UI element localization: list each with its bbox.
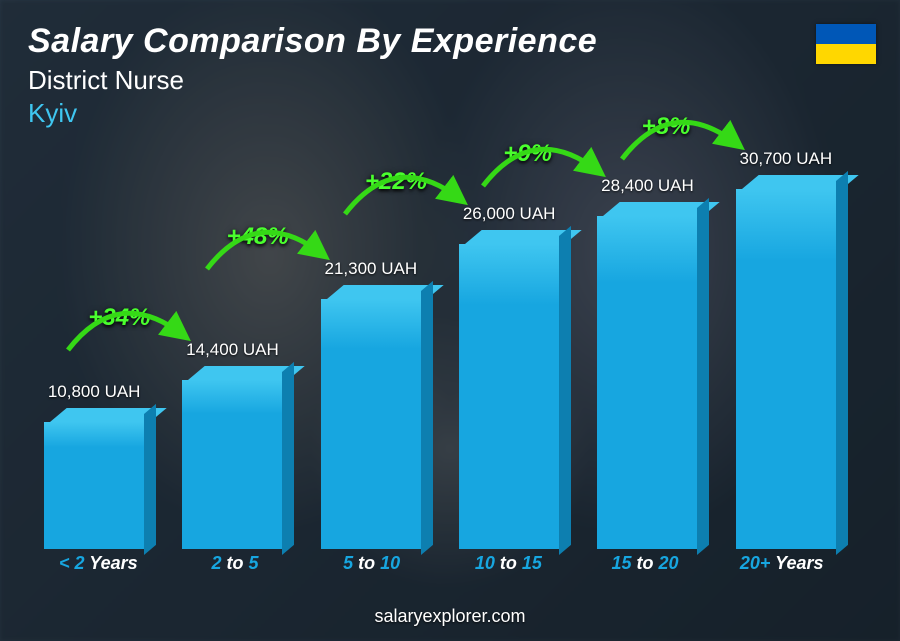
page-location: Kyiv <box>28 98 597 129</box>
growth-label: +22% <box>365 168 427 196</box>
x-axis-label: 10 to 15 <box>440 553 577 581</box>
x-axis-label: 5 to 10 <box>303 553 440 581</box>
bar-value-label: 28,400 UAH <box>601 176 694 196</box>
x-axis-label: 20+ Years <box>713 553 850 581</box>
bar-value-label: 21,300 UAH <box>325 259 418 279</box>
salary-chart: 10,800 UAH14,400 UAH+34%21,300 UAH+48%26… <box>30 150 850 581</box>
bar-value-label: 26,000 UAH <box>463 204 556 224</box>
bar-side-face <box>282 362 294 555</box>
flag-bottom-stripe <box>816 44 876 64</box>
bar-side-face <box>421 281 433 555</box>
growth-label: +48% <box>227 223 289 251</box>
bar-group: 28,400 UAH+9% <box>583 176 711 549</box>
bar-front-face <box>736 189 836 549</box>
header: Salary Comparison By Experience District… <box>28 22 597 129</box>
bar-front-face <box>44 422 144 549</box>
bar <box>459 230 559 549</box>
page-subtitle: District Nurse <box>28 65 597 96</box>
bar-side-face <box>697 198 709 555</box>
bar-group: 10,800 UAH <box>30 382 158 549</box>
bar-group: 14,400 UAH+34% <box>168 340 296 549</box>
bar-side-face <box>559 226 571 555</box>
growth-label: +9% <box>503 140 552 168</box>
x-axis-label: < 2 Years <box>30 553 167 581</box>
bar-side-face <box>144 404 156 555</box>
bar-front-face <box>182 380 282 549</box>
growth-label: +34% <box>88 304 150 332</box>
bar <box>44 408 144 549</box>
bar-front-face <box>321 299 421 549</box>
bar-group: 26,000 UAH+22% <box>445 204 573 549</box>
bar <box>736 175 836 549</box>
growth-label: +8% <box>642 113 691 141</box>
bar-group: 21,300 UAH+48% <box>307 259 435 549</box>
x-axis: < 2 Years2 to 55 to 1010 to 1515 to 2020… <box>30 553 850 581</box>
bar <box>321 285 421 549</box>
bar <box>597 202 697 549</box>
bar <box>182 366 282 549</box>
footer-attribution: salaryexplorer.com <box>0 606 900 627</box>
page-title: Salary Comparison By Experience <box>28 22 597 61</box>
bar-value-label: 14,400 UAH <box>186 340 279 360</box>
bar-value-label: 10,800 UAH <box>48 382 141 402</box>
bar-group: 30,700 UAH+8% <box>722 149 850 549</box>
x-axis-label: 15 to 20 <box>577 553 714 581</box>
flag-top-stripe <box>816 24 876 44</box>
flag-icon <box>816 24 876 64</box>
x-axis-label: 2 to 5 <box>167 553 304 581</box>
bar-front-face <box>597 216 697 549</box>
bar-side-face <box>836 171 848 555</box>
bars-container: 10,800 UAH14,400 UAH+34%21,300 UAH+48%26… <box>30 150 850 549</box>
bar-front-face <box>459 244 559 549</box>
bar-value-label: 30,700 UAH <box>739 149 832 169</box>
